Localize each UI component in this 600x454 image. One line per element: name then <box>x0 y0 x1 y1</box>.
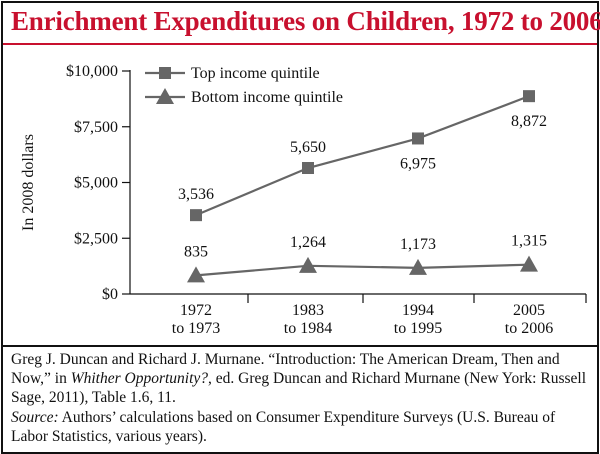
x-tick-label: 1972 to 1973 <box>172 302 220 337</box>
caption-rule <box>3 345 597 347</box>
data-label: 1,264 <box>290 234 326 251</box>
data-label: 1,315 <box>511 233 547 250</box>
bottom-quintile-point <box>520 255 538 272</box>
data-label: 6,975 <box>400 155 436 172</box>
x-tick-label: 2005 to 2006 <box>505 302 553 337</box>
data-label: 1,173 <box>400 236 436 253</box>
x-tick-label: 1983 to 1984 <box>284 302 332 337</box>
top-quintile-point <box>190 209 202 222</box>
top-quintile-point <box>302 162 314 175</box>
x-tick-label: 1994 to 1995 <box>394 302 442 337</box>
y-tick-label: $2,500 <box>74 230 118 247</box>
y-tick-label: $0 <box>102 286 118 303</box>
legend-square-marker <box>159 67 171 79</box>
bottom-quintile-point <box>299 256 317 273</box>
citation-part: Greg J. Duncan and Richard J. Murnane. “… <box>11 351 560 387</box>
legend-triangle-marker <box>156 88 174 104</box>
title-rule <box>3 43 597 45</box>
source-label: Source: <box>11 409 59 426</box>
y-tick-label: $10,000 <box>66 63 118 80</box>
chart-title: Enrichment Expenditures on Children, 197… <box>11 6 600 36</box>
top-quintile-point <box>523 90 535 103</box>
citation-book-title: Whither Opportunity? <box>70 370 209 387</box>
top-quintile-point <box>412 132 424 145</box>
y-axis-label: In 2008 dollars <box>20 134 37 231</box>
data-label: 835 <box>184 243 208 260</box>
source-text: Source: Authors’ calculations based on C… <box>11 408 591 446</box>
source-body: Authors’ calculations based on Consumer … <box>11 409 556 445</box>
citation-tail: , ed. Greg Duncan and Richard Murnane (N… <box>11 370 586 406</box>
legend-label: Bottom income quintile <box>191 89 343 106</box>
top-quintile-line <box>195 95 530 217</box>
bottom-quintile-point <box>187 266 205 283</box>
citation-text: Greg J. Duncan and Richard J. Murnane. “… <box>11 350 591 407</box>
y-tick-label: $7,500 <box>74 119 118 136</box>
bottom-quintile-point <box>409 258 427 275</box>
data-label: 3,536 <box>178 186 214 203</box>
bottom-quintile-line <box>195 263 530 277</box>
y-tick-label: $5,000 <box>74 175 118 192</box>
line-chart: $0 $2,500 $5,000 $7,500 $10,000 1972 to 1973 19… <box>20 63 587 337</box>
data-label: 8,872 <box>511 113 547 130</box>
legend-label: Top income quintile <box>191 65 320 82</box>
data-label: 5,650 <box>290 139 326 156</box>
